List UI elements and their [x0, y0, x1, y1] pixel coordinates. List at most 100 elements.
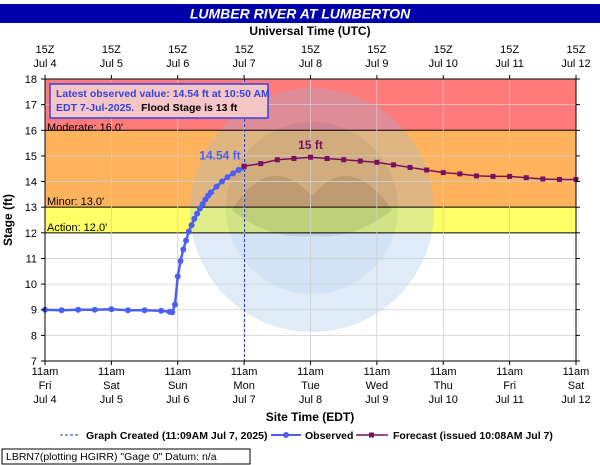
annotation-date: EDT 7-Jul-2025.	[56, 102, 134, 114]
observed-point	[108, 306, 115, 313]
forecast-point	[407, 164, 413, 170]
utc-axis-ticks: 15Z Jul 4 15Z Jul 5 15Z Jul 6 15Z Jul 7 15Z Jul 8…	[33, 44, 591, 79]
x-tick-label: 11am	[32, 366, 59, 378]
utc-tick-label: Jul 7	[233, 58, 256, 70]
observed-peak-label: 14.54 ft	[199, 149, 240, 163]
forecast-point	[424, 167, 430, 173]
x-tick-label: Fri	[503, 380, 516, 392]
peak-labels: 14.54 ft 15 ft	[199, 138, 323, 163]
observed-point	[207, 189, 214, 196]
noaa-logo-disc	[190, 88, 434, 332]
x-tick-label: 11am	[563, 366, 590, 378]
forecast-point	[440, 170, 446, 176]
utc-tick-label: 15Z	[102, 44, 121, 56]
x-tick-label: 11am	[164, 366, 191, 378]
utc-tick-label: 15Z	[168, 44, 187, 56]
x-tick-label: Sat	[103, 380, 120, 392]
forecast-point	[274, 157, 280, 163]
y-tick-label: 12	[25, 228, 37, 240]
y-tick-label: 17	[25, 100, 37, 112]
x-tick-label: Sun	[168, 380, 188, 392]
forecast-point	[457, 171, 463, 177]
observed-point	[124, 307, 131, 314]
series-layer	[42, 154, 579, 316]
observed-point	[141, 307, 148, 314]
y-tick-label: 11	[26, 253, 37, 265]
observed-point	[171, 301, 178, 308]
observed-point	[230, 170, 237, 177]
flood-label-action: Action: 12.0'	[47, 222, 107, 234]
forecast-point	[357, 158, 363, 164]
observed-point	[219, 178, 226, 185]
chart-title: LUMBER RIVER AT LUMBERTON	[190, 6, 411, 22]
forecast-point	[523, 175, 529, 181]
x-tick-label: Jul 4	[33, 394, 56, 406]
y-tick-label: 7	[31, 356, 37, 368]
observed-point	[174, 273, 181, 280]
annotation-flood-stage: Flood Stage is 13 ft	[141, 102, 238, 114]
utc-tick-label: Jul 12	[561, 58, 590, 70]
observed-point	[188, 222, 195, 229]
x-tick-label: Jul 11	[495, 394, 524, 406]
observed-point	[180, 246, 187, 253]
x-tick-label: 11am	[430, 366, 457, 378]
y-tick-label: 16	[25, 125, 37, 137]
x-tick-label: Fri	[39, 380, 52, 392]
x-tick-label: Jul 10	[429, 394, 458, 406]
utc-tick-label: Jul 10	[429, 58, 458, 70]
flood-category-labels: Moderate: 16.0' Minor: 13.0' Action: 12.0'	[47, 122, 123, 234]
forecast-point	[507, 173, 513, 179]
observed-point	[185, 228, 192, 235]
x-tick-label: Jul 6	[166, 394, 189, 406]
observed-point	[75, 306, 82, 313]
x-axis-title: Site Time (EDT)	[266, 410, 354, 424]
x-tick-label: Jul 9	[365, 394, 388, 406]
x-tick-label: Jul 5	[100, 394, 123, 406]
y-axis-title: Stage (ft)	[1, 194, 15, 246]
legend-forecast-label: Forecast (issued 10:08AM Jul 7)	[393, 430, 553, 442]
utc-tick-label: Jul 4	[33, 58, 56, 70]
annotation-line-1: Latest observed value: 14.54 ft at 10:50…	[56, 88, 270, 100]
observed-point	[191, 215, 198, 222]
utc-tick-label: 15Z	[36, 44, 55, 56]
y-axis-ticks: 7 8 9 10 11 12 13 14 15 16 17 18	[25, 74, 580, 368]
x-tick-label: Jul 8	[299, 394, 322, 406]
footer-text: LBRN7(plotting HGIRR) "Gage 0" Datum: n/…	[6, 451, 217, 463]
forecast-point	[556, 176, 562, 182]
legend-created-label: Graph Created (11:09AM Jul 7, 2025)	[86, 430, 268, 442]
top-axis-title: Universal Time (UTC)	[249, 24, 370, 38]
x-tick-label: 11am	[231, 366, 258, 378]
y-tick-label: 10	[25, 279, 37, 291]
x-tick-label: Jul 7	[233, 394, 256, 406]
legend-observed-marker	[283, 432, 289, 438]
observed-point	[58, 307, 65, 314]
observed-point	[91, 306, 98, 313]
utc-tick-label: Jul 6	[166, 58, 189, 70]
observed-point	[194, 210, 201, 217]
noaa-watermark	[190, 88, 434, 332]
x-tick-label: Sat	[568, 380, 585, 392]
observed-point	[199, 201, 206, 208]
forecast-point	[540, 176, 546, 182]
utc-tick-label: 15Z	[500, 44, 519, 56]
y-tick-label: 15	[25, 151, 37, 163]
utc-tick-label: 15Z	[567, 44, 586, 56]
forecast-point	[473, 173, 479, 179]
y-tick-label: 9	[31, 305, 37, 317]
forecast-point	[241, 163, 247, 169]
x-tick-label: Mon	[233, 380, 254, 392]
annotation-line-2: EDT 7-Jul-2025. Flood Stage is 13 ft	[56, 102, 238, 114]
noaa-logo-inner	[226, 122, 398, 294]
forecast-point	[308, 154, 314, 160]
forecast-point	[258, 161, 264, 167]
x-tick-label: Jul 12	[561, 394, 590, 406]
utc-tick-label: Jul 8	[299, 58, 322, 70]
utc-tick-label: Jul 11	[495, 58, 524, 70]
utc-tick-label: 15Z	[301, 44, 320, 56]
forecast-point	[490, 173, 496, 179]
forecast-point	[390, 162, 396, 168]
utc-tick-label: Jul 5	[100, 58, 123, 70]
x-tick-label: Wed	[366, 380, 388, 392]
y-tick-label: 18	[25, 74, 37, 86]
